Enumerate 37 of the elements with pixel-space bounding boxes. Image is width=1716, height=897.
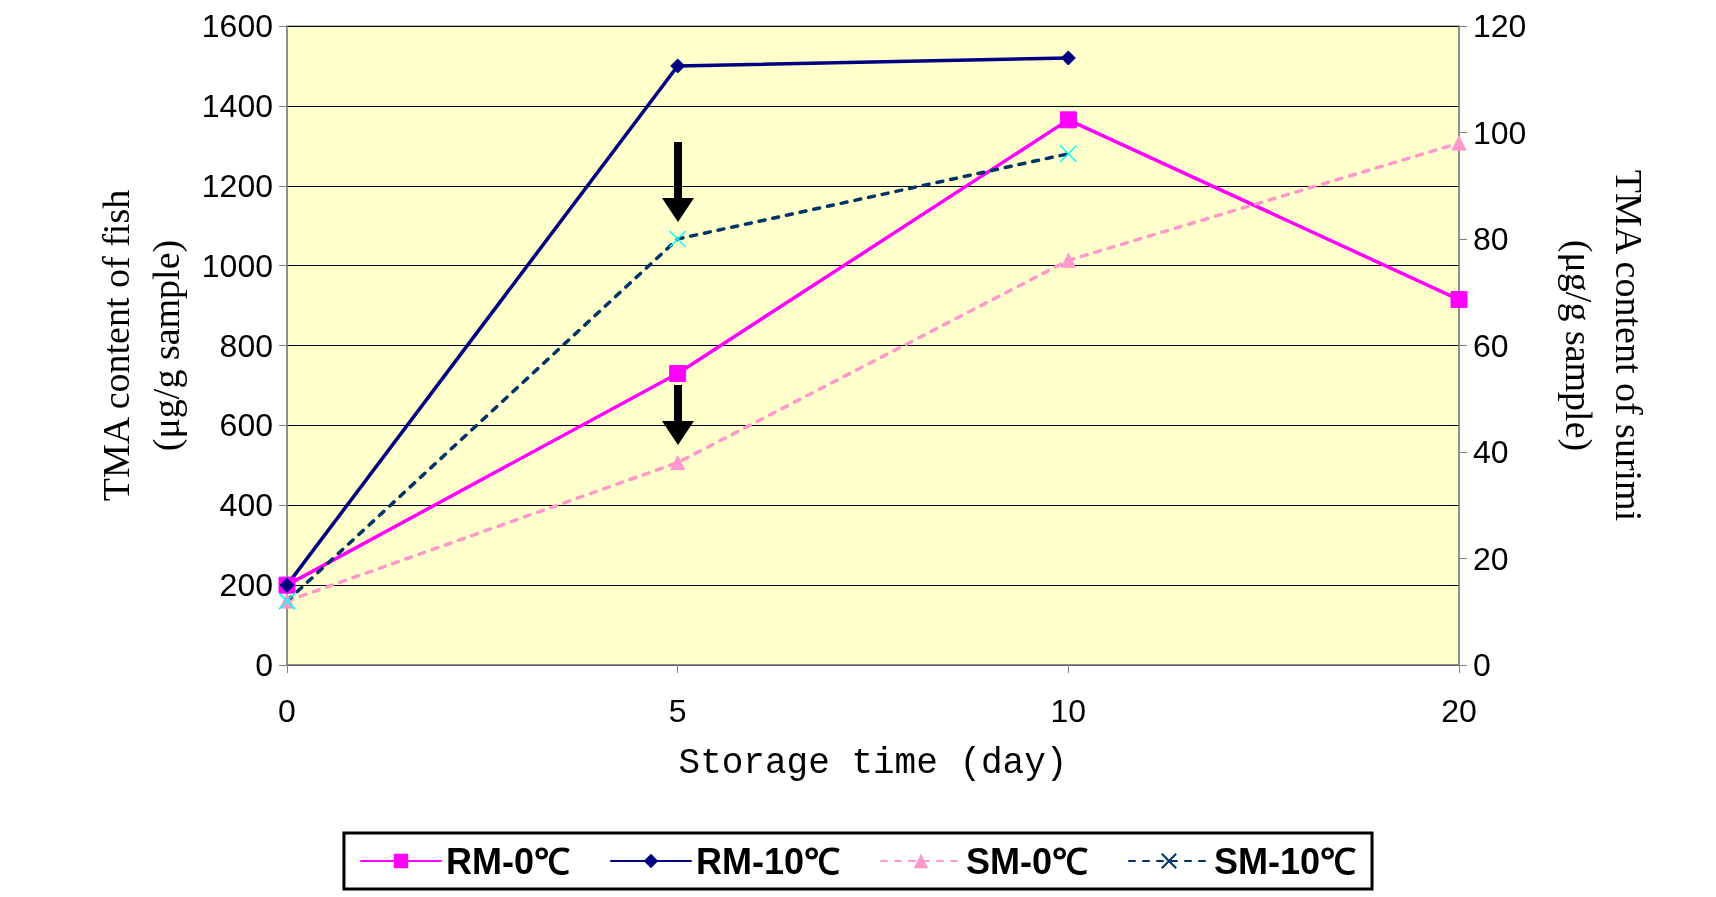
y2-tick-label: 60 [1473,327,1509,364]
y-tick-label: 200 [219,567,273,604]
y-tick-label: 600 [219,407,273,444]
y-axis-title: TMA content of fish (μg/g sample) [94,189,188,502]
legend-label: RM-0℃ [445,840,570,882]
y-tick-label: 1200 [201,167,273,204]
x-tick-label: 20 [1441,693,1477,729]
x-tick-label: 5 [668,693,687,729]
point [668,230,687,248]
x-tick-label: 10 [1050,693,1087,729]
y2-tick-label: 80 [1473,221,1509,257]
y-tick-label: 1600 [201,8,273,44]
y2-tick-label: 0 [1473,647,1491,683]
point [669,364,687,382]
y-tick-label: 1400 [201,87,273,124]
y2-axis-title: TMA content of surimi (μg/g sample) [1557,169,1650,522]
legend-label: RM-10℃ [695,840,840,882]
y2-tick-label: 100 [1473,114,1527,151]
point [1450,291,1468,309]
y-tick-label: 400 [219,487,273,524]
point [1060,50,1076,66]
x-axis-title: Storage time (day) [678,742,1068,784]
y2-tick-label: 40 [1473,434,1509,470]
y2-tick-label: 120 [1473,8,1527,44]
point [1060,252,1076,268]
x-tick-label: 0 [278,693,296,729]
point [1059,111,1077,129]
y2-tick-label: 20 [1473,540,1509,577]
point [1451,135,1467,151]
y-tick-label: 0 [255,647,273,683]
y-tick-label: 800 [219,327,273,364]
point [1059,145,1078,163]
point [670,58,686,74]
legend-label: SM-10℃ [1214,840,1357,882]
y-tick-label: 1000 [201,247,273,284]
point [670,455,686,471]
legend-label: SM-0℃ [965,840,1088,882]
